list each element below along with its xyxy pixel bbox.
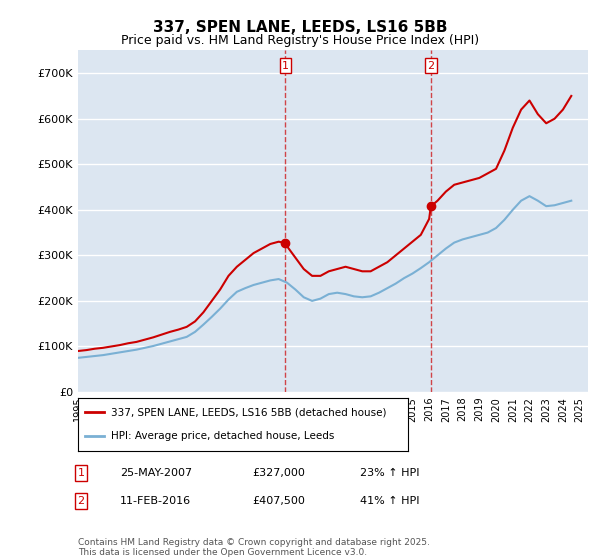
Text: Price paid vs. HM Land Registry's House Price Index (HPI): Price paid vs. HM Land Registry's House … bbox=[121, 34, 479, 46]
Text: 2: 2 bbox=[427, 60, 434, 71]
Text: Contains HM Land Registry data © Crown copyright and database right 2025.
This d: Contains HM Land Registry data © Crown c… bbox=[78, 538, 430, 557]
Text: 11-FEB-2016: 11-FEB-2016 bbox=[120, 496, 191, 506]
Text: 2: 2 bbox=[77, 496, 85, 506]
Text: HPI: Average price, detached house, Leeds: HPI: Average price, detached house, Leed… bbox=[111, 431, 334, 441]
Text: £327,000: £327,000 bbox=[252, 468, 305, 478]
Text: 1: 1 bbox=[77, 468, 85, 478]
Text: 1: 1 bbox=[282, 60, 289, 71]
Text: 41% ↑ HPI: 41% ↑ HPI bbox=[360, 496, 419, 506]
Text: 23% ↑ HPI: 23% ↑ HPI bbox=[360, 468, 419, 478]
Text: 25-MAY-2007: 25-MAY-2007 bbox=[120, 468, 192, 478]
Text: 337, SPEN LANE, LEEDS, LS16 5BB: 337, SPEN LANE, LEEDS, LS16 5BB bbox=[153, 20, 447, 35]
Text: £407,500: £407,500 bbox=[252, 496, 305, 506]
Text: 337, SPEN LANE, LEEDS, LS16 5BB (detached house): 337, SPEN LANE, LEEDS, LS16 5BB (detache… bbox=[111, 408, 386, 418]
